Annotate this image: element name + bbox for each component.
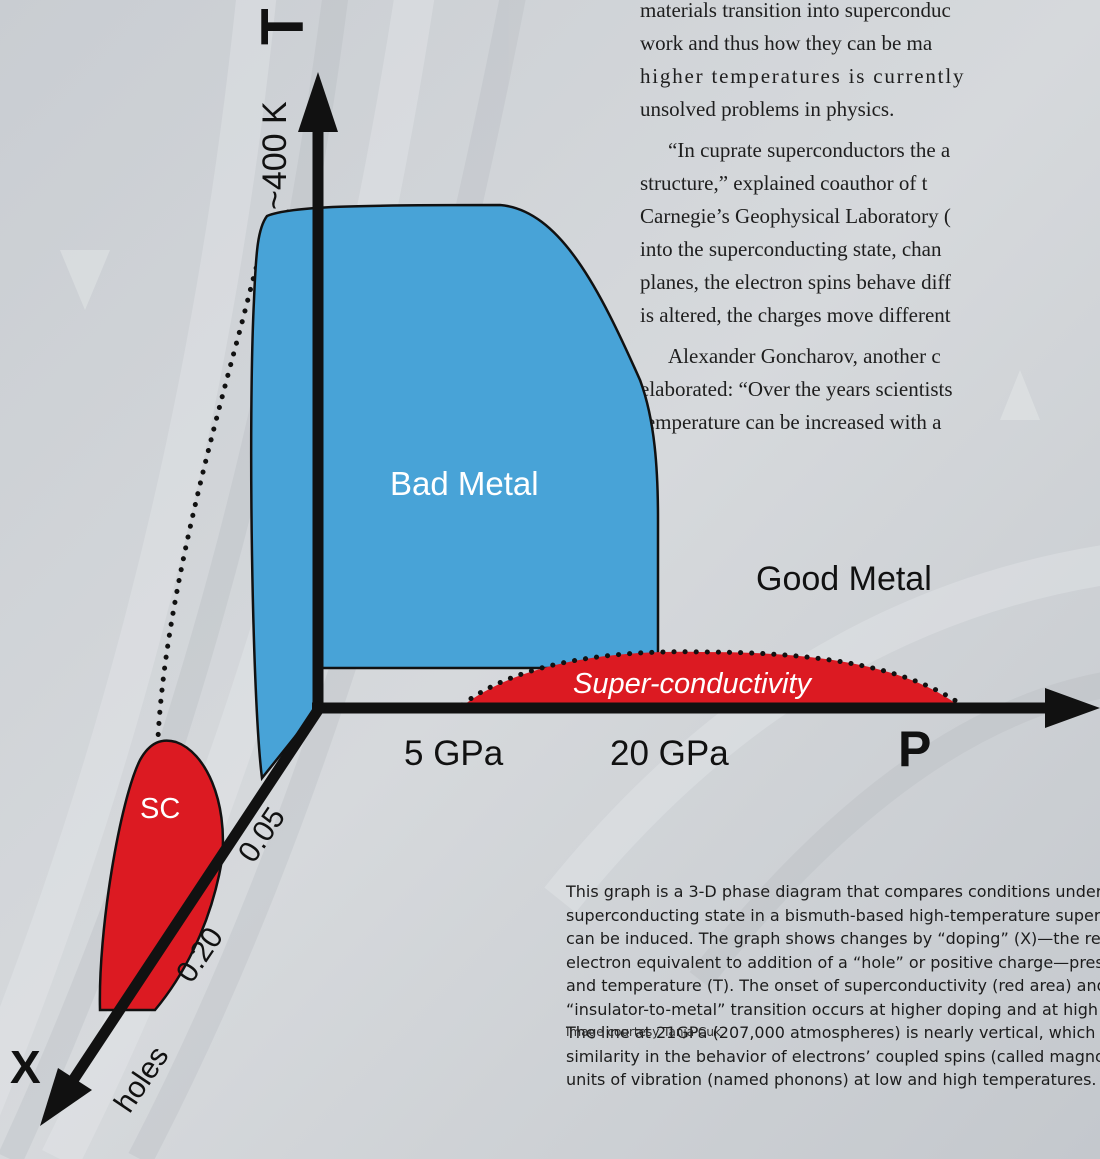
caption-line: superconducting state in a bismuth-based…	[566, 905, 1100, 925]
superconductivity-label: Super-conductivity	[573, 668, 812, 700]
x-axis-label: X	[10, 1041, 41, 1093]
figure-caption: This graph is a 3-D phase diagram that c…	[566, 880, 1100, 1092]
bad-metal-label: Bad Metal	[390, 465, 539, 502]
caption-line: similarity in the behavior of electrons’…	[566, 1046, 1100, 1066]
article-line: higher temperatures is currently	[640, 64, 966, 88]
caption-line: The line at 21GPa (207,000 atmospheres) …	[566, 1023, 1100, 1042]
article-line: is altered, the charges move different	[640, 303, 951, 327]
caption-line: and temperature (T). The onset of superc…	[566, 976, 1100, 995]
article-line: structure,” explained coauthor of t	[640, 171, 928, 195]
bad-metal-region	[249, 203, 660, 782]
dotted-sc-boundary	[459, 649, 965, 708]
p-axis-label: P	[898, 721, 932, 777]
x-axis-line	[65, 700, 327, 1089]
article-line: elaborated: “Over the years scientists	[640, 377, 953, 401]
good-metal-label: Good Metal	[756, 560, 932, 598]
article-line: materials transition into superconduc	[640, 0, 951, 22]
caption-line: can be induced. The graph shows changes …	[566, 929, 1100, 948]
x-axis-arrow	[40, 1068, 92, 1126]
p-axis-arrow	[1045, 688, 1100, 728]
sc-label: SC	[140, 793, 181, 825]
p-tick-5gpa: 5 GPa	[404, 734, 504, 773]
article-line: planes, the electron spins behave diff	[640, 270, 952, 294]
dotted-phase-boundary-x	[155, 209, 291, 741]
caption-line: This graph is a 3-D phase diagram that c…	[566, 882, 1100, 901]
article-line: unsolved problems in physics.	[640, 97, 895, 121]
t-max-label: ~400 K	[256, 101, 294, 210]
caption-line: electron equivalent to addition of a “ho…	[566, 952, 1100, 972]
article-line: temperature can be increased with a	[640, 410, 942, 434]
article-line: “In cuprate superconductors the a	[668, 138, 951, 162]
article-line: Alexander Goncharov, another c	[668, 344, 941, 368]
article-line: Carnegie’s Geophysical Laboratory (	[640, 204, 951, 228]
caption-line: units of vibration (named phonons) at lo…	[566, 1070, 1097, 1089]
superconductivity-dome	[460, 651, 962, 708]
article-line: into the superconducting state, chan	[640, 237, 942, 261]
article-line: work and thus how they can be ma	[640, 31, 933, 55]
caption-line: “insulator-to-metal” transition occurs a…	[566, 999, 1099, 1019]
p-tick-20gpa: 20 GPa	[610, 734, 729, 773]
t-axis-arrow	[298, 72, 338, 132]
sc-region	[98, 739, 225, 1012]
image-credit: Image courtesy Tanja Cuk	[566, 1025, 721, 1039]
t-axis-label: T	[249, 8, 316, 45]
